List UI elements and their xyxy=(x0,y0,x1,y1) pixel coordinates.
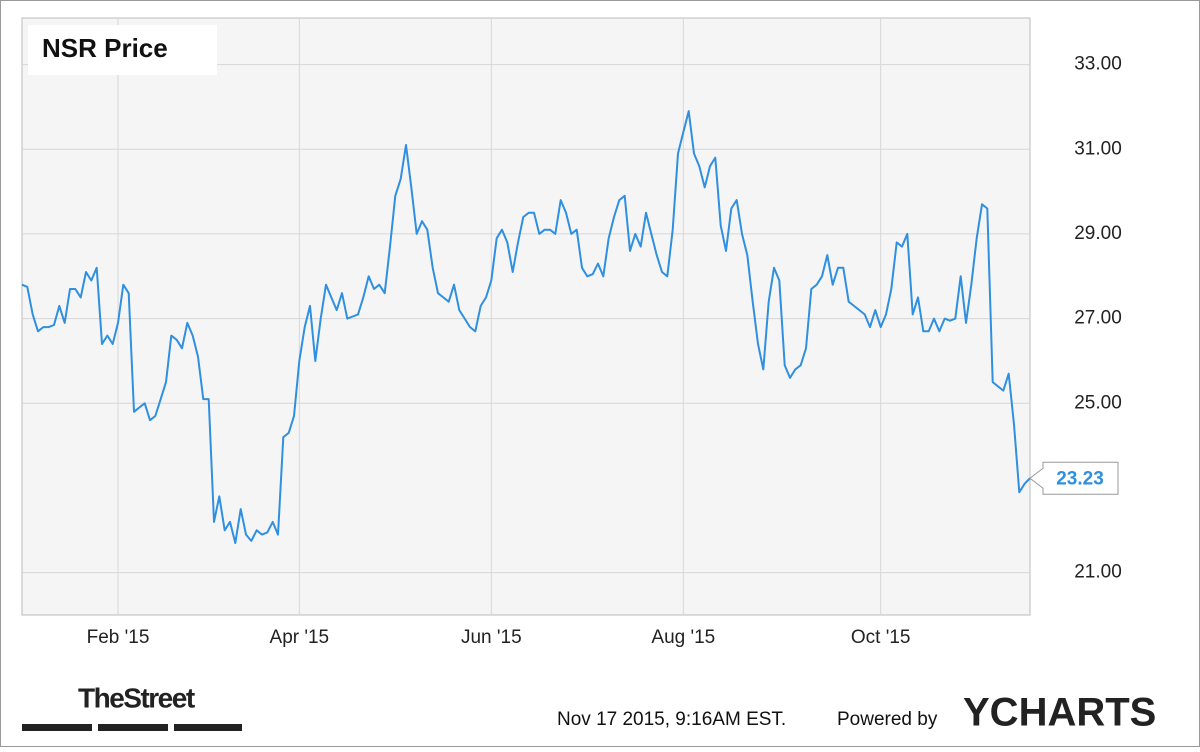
y-tick-label: 31.00 xyxy=(1074,138,1122,159)
brand-bar xyxy=(98,724,168,731)
price-line xyxy=(21,110,1031,544)
y-tick-label: 21.00 xyxy=(1074,562,1122,583)
x-tick-label: Oct '15 xyxy=(851,627,911,648)
x-tick-label: Jun '15 xyxy=(461,627,522,648)
brand-bar xyxy=(174,724,242,731)
y-tick-label: 29.00 xyxy=(1074,223,1122,244)
x-tick-label: Apr '15 xyxy=(270,627,330,648)
x-tick-label: Feb '15 xyxy=(87,627,150,648)
y-tick-label: 25.00 xyxy=(1074,392,1122,413)
last-value-label: 23.23 xyxy=(1056,468,1104,489)
grid xyxy=(22,18,1030,615)
chart-title: NSR Price xyxy=(42,33,168,63)
powered-by: Powered by xyxy=(837,709,938,730)
last-value-box xyxy=(1029,461,1119,495)
ycharts-logo: YCHARTS xyxy=(963,691,1156,735)
plot xyxy=(21,110,1031,544)
timestamp: Nov 17 2015, 9:16AM EST. xyxy=(557,709,786,730)
title-box xyxy=(28,25,217,75)
x-tick-label: Aug '15 xyxy=(651,627,715,648)
y-tick-label: 27.00 xyxy=(1074,308,1122,329)
y-tick-label: 33.00 xyxy=(1074,54,1122,75)
brand: TheStreet xyxy=(78,682,195,713)
plot-area xyxy=(21,17,1031,616)
brand-bar xyxy=(22,724,92,731)
